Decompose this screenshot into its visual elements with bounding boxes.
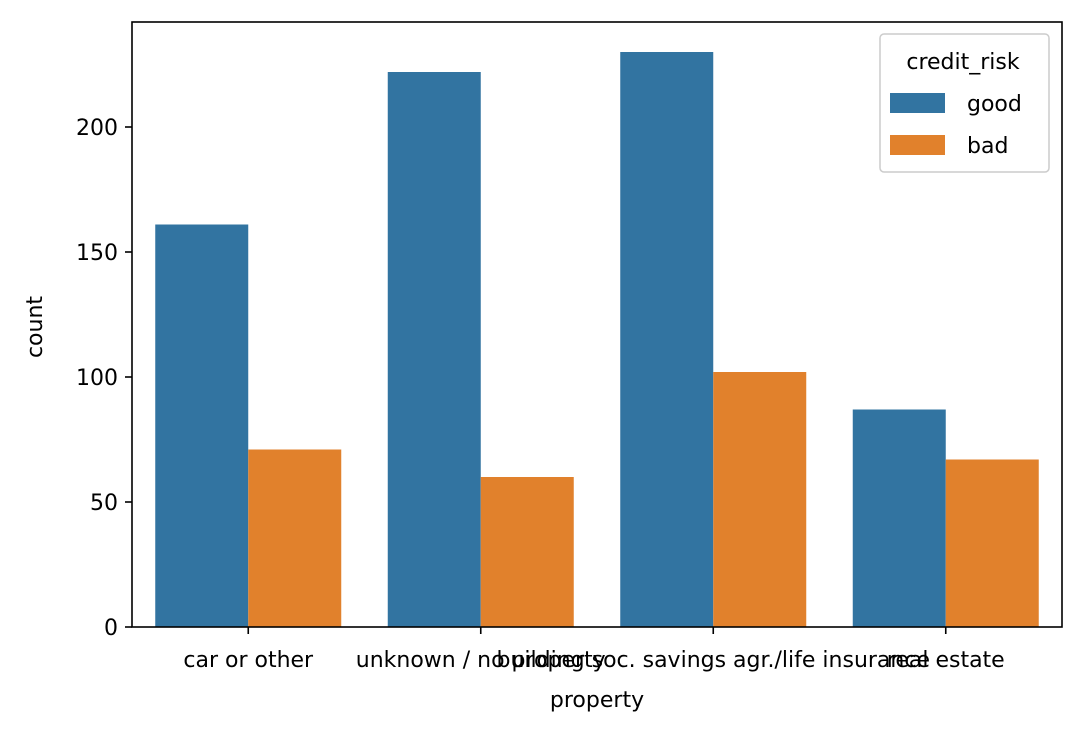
plot-frame — [131, 21, 1063, 628]
y-tick-label-150: 150 — [76, 241, 118, 266]
legend: credit_risk good bad — [879, 33, 1050, 173]
bars-group — [155, 52, 1039, 627]
bar-bad-real-estate — [945, 459, 1039, 627]
y-axis-ticks: 0 50 100 150 200 — [76, 116, 132, 641]
y-tick-label-50: 50 — [90, 491, 118, 516]
bar-good-unknown-no-property — [387, 72, 481, 627]
bar-bad-car-or-other — [248, 449, 342, 627]
bar-good-car-or-other — [155, 224, 249, 627]
bar-good-real-estate — [852, 409, 946, 627]
legend-swatch-bad — [890, 135, 945, 155]
x-axis-label: property — [550, 688, 644, 713]
legend-label-bad: bad — [967, 134, 1008, 159]
x-tick-label-building-soc-savings-agr-life-insurance: building soc. savings agr./life insuranc… — [497, 648, 931, 673]
y-axis-label: count — [23, 296, 48, 358]
x-axis-ticks: car or other unknown / no propertybuildin… — [183, 627, 1005, 673]
legend-label-good: good — [967, 92, 1022, 117]
x-tick-label-unknown-no-property: unknown / no property — [356, 648, 606, 673]
bar-bad-unknown-no-property — [480, 477, 574, 627]
y-tick-label-0: 0 — [104, 616, 118, 641]
bar-bad-building-soc-savings-agr-life-insurance — [713, 372, 807, 627]
x-tick-label-real-estate: real estate — [887, 648, 1005, 673]
x-tick-label-car-or-other: car or other — [183, 648, 314, 673]
bar-good-building-soc-savings-agr-life-insurance — [620, 52, 714, 627]
legend-title: credit_risk — [906, 50, 1020, 75]
legend-swatch-good — [890, 93, 945, 113]
y-tick-label-200: 200 — [76, 116, 118, 141]
y-tick-label-100: 100 — [76, 366, 118, 391]
